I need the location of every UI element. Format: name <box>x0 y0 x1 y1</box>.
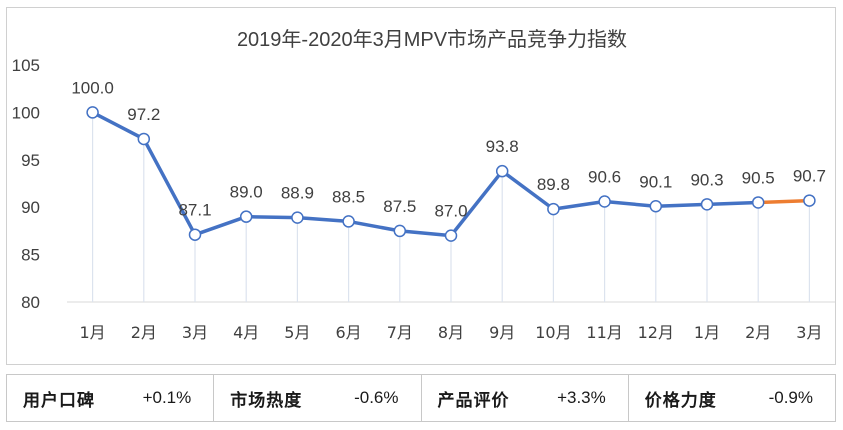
chart-title: 2019年-2020年3月MPV市场产品竞争力指数 <box>237 28 627 51</box>
data-label: 87.1 <box>178 201 211 220</box>
data-point <box>188 228 202 241</box>
stats-bar: 用户口碑 +0.1% 市场热度 -0.6% 产品评价 +3.3% 价格力度 -0… <box>6 374 836 422</box>
stat-cell-price-strength: 价格力度 -0.9% <box>629 375 835 421</box>
y-tick-label: 80 <box>21 293 40 312</box>
data-label: 93.8 <box>486 137 519 156</box>
x-tick-label: 1月 <box>694 323 720 342</box>
x-tick-label: 12月 <box>638 323 674 342</box>
stat-value: -0.9% <box>768 388 813 407</box>
series-segment <box>346 219 402 233</box>
data-label: 90.3 <box>690 170 723 189</box>
series-segment <box>705 200 760 207</box>
stat-label: 产品评价 <box>437 390 510 411</box>
series-segment <box>295 215 351 224</box>
series-segment <box>449 169 504 238</box>
data-point <box>86 106 99 119</box>
stat-value: +0.1% <box>142 388 192 407</box>
series-segment <box>551 199 607 211</box>
data-point <box>649 200 663 213</box>
series-segment <box>654 202 709 209</box>
series-segment <box>244 214 300 220</box>
stat-value: +3.3% <box>557 388 606 407</box>
data-point <box>547 202 560 216</box>
data-label: 90.1 <box>639 172 672 191</box>
y-tick-label: 85 <box>21 246 40 265</box>
y-tick-label: 100 <box>12 103 40 122</box>
data-point <box>342 215 355 228</box>
data-point <box>598 195 611 208</box>
data-label: 88.9 <box>281 184 314 203</box>
stat-cell-user-reputation: 用户口碑 +0.1% <box>7 375 215 421</box>
x-tick-label: 4月 <box>233 323 259 342</box>
x-tick-label: 8月 <box>438 323 464 342</box>
data-point <box>751 196 765 209</box>
data-point <box>239 210 253 223</box>
x-tick-label: 10月 <box>535 323 571 342</box>
data-label: 89.8 <box>537 175 570 194</box>
data-point <box>444 229 458 242</box>
series-segment <box>398 229 453 238</box>
series-segment <box>193 214 248 237</box>
x-tick-label: 9月 <box>489 323 515 342</box>
data-label: 90.5 <box>742 168 775 187</box>
data-point <box>803 194 816 207</box>
data-label: 90.7 <box>793 167 826 186</box>
x-tick-label: 2月 <box>745 323 771 342</box>
series-segment <box>142 137 197 237</box>
series-segment <box>500 169 556 211</box>
data-point <box>291 211 304 224</box>
series-segment <box>756 198 812 205</box>
series-segment <box>90 110 146 141</box>
x-tick-label: 1月 <box>80 323 106 342</box>
x-tick-label: 2月 <box>131 323 157 342</box>
stat-cell-product-rating: 产品评价 +3.3% <box>422 375 629 421</box>
data-point <box>700 198 714 211</box>
data-label: 87.5 <box>383 197 416 216</box>
data-label: 89.0 <box>230 183 263 202</box>
stat-label: 用户口碑 <box>23 390 95 411</box>
y-tick-label: 105 <box>12 56 40 75</box>
x-tick-label: 6月 <box>336 323 362 342</box>
x-tick-label: 3月 <box>182 323 208 342</box>
y-tick-label: 95 <box>21 151 40 170</box>
data-label: 100.0 <box>71 78 114 97</box>
y-tick-label: 90 <box>21 198 40 217</box>
stat-label: 价格力度 <box>644 390 717 411</box>
data-label: 90.6 <box>588 168 621 187</box>
x-tick-label: 5月 <box>284 323 310 342</box>
x-tick-label: 7月 <box>387 323 413 342</box>
x-tick-label: 11月 <box>586 323 622 342</box>
stat-cell-market-heat: 市场热度 -0.6% <box>214 375 422 421</box>
data-point <box>137 132 151 146</box>
chart-frame: 2019年-2020年3月MPV市场产品竞争力指数 80 85 90 95 100 105… <box>6 7 836 365</box>
x-tick-label: 3月 <box>796 323 822 342</box>
line-chart: 2019年-2020年3月MPV市场产品竞争力指数 80 85 90 95 100 105… <box>12 28 835 342</box>
series-segment <box>602 199 658 209</box>
data-label: 87.0 <box>434 202 467 221</box>
stat-value: -0.6% <box>354 388 399 407</box>
stat-label: 市场热度 <box>230 390 303 411</box>
data-label: 97.2 <box>127 105 160 124</box>
data-label: 88.5 <box>332 187 365 206</box>
data-point <box>495 164 509 178</box>
data-point <box>393 224 407 238</box>
